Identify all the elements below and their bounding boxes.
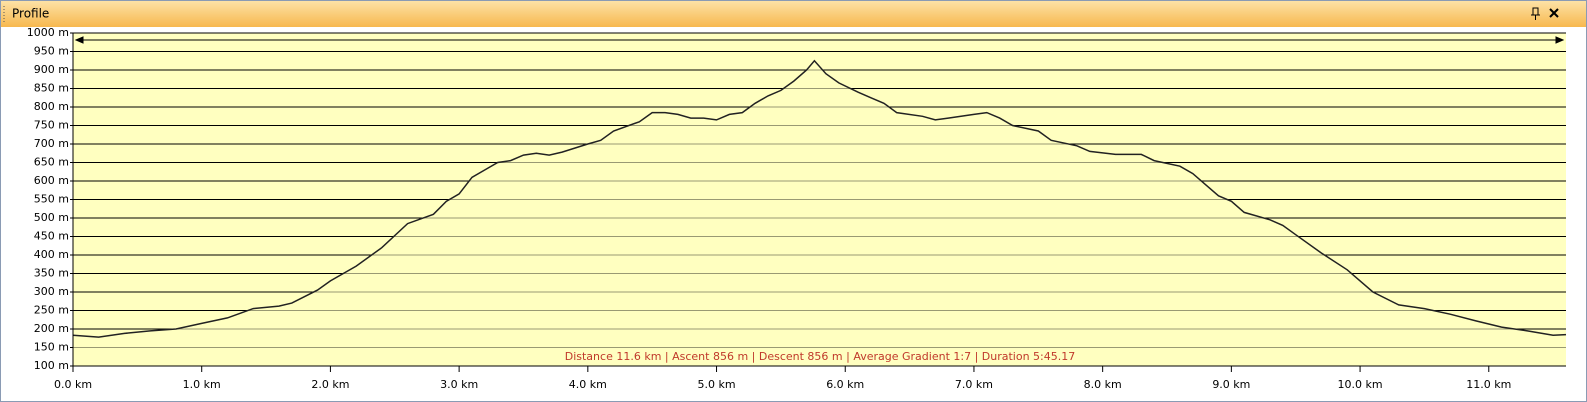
y-tick-label: 400 m (34, 248, 69, 261)
x-tick-label: 3.0 km (440, 378, 478, 391)
x-tick-label: 10.0 km (1338, 378, 1383, 391)
x-tick-label: 8.0 km (1084, 378, 1122, 391)
summary-annotation: Distance 11.6 km | Ascent 856 m | Descen… (565, 350, 1076, 363)
y-tick-label: 500 m (34, 211, 69, 224)
x-tick-label: 6.0 km (826, 378, 864, 391)
elevation-line (72, 59, 1567, 338)
pin-button[interactable] (1531, 7, 1540, 20)
x-tick-label: 7.0 km (955, 378, 993, 391)
y-tick-label: 200 m (34, 322, 69, 335)
y-tick-label: 650 m (34, 156, 69, 169)
x-tick-label: 5.0 km (697, 378, 735, 391)
range-arrow (74, 36, 1565, 44)
y-tick-label: 300 m (34, 285, 69, 298)
y-tick-label: 1000 m (27, 26, 69, 39)
panel-title: Profile (12, 7, 49, 21)
y-tick-label: 450 m (34, 230, 69, 243)
y-tick-label: 950 m (34, 45, 69, 58)
x-tick-label: 1.0 km (183, 378, 221, 391)
x-tick-label: 11.0 km (1466, 378, 1511, 391)
y-tick-label: 750 m (34, 119, 69, 132)
x-tick-label: 4.0 km (569, 378, 607, 391)
elevation-area (73, 60, 1566, 367)
y-tick-label: 700 m (34, 137, 69, 150)
y-tick-label: 600 m (34, 174, 69, 187)
y-tick-label: 250 m (34, 304, 69, 317)
title-bar (1, 1, 1586, 27)
close-button[interactable] (1549, 8, 1559, 18)
y-tick-label: 550 m (34, 193, 69, 206)
y-tick-label: 800 m (34, 100, 69, 113)
x-tick-label: 0.0 km (54, 378, 92, 391)
y-tick-label: 850 m (34, 82, 69, 95)
y-tick-label: 350 m (34, 267, 69, 280)
y-tick-label: 900 m (34, 63, 69, 76)
x-tick-label: 2.0 km (311, 378, 349, 391)
x-tick-label: 9.0 km (1212, 378, 1250, 391)
y-tick-label: 150 m (34, 341, 69, 354)
y-tick-label: 100 m (34, 359, 69, 372)
